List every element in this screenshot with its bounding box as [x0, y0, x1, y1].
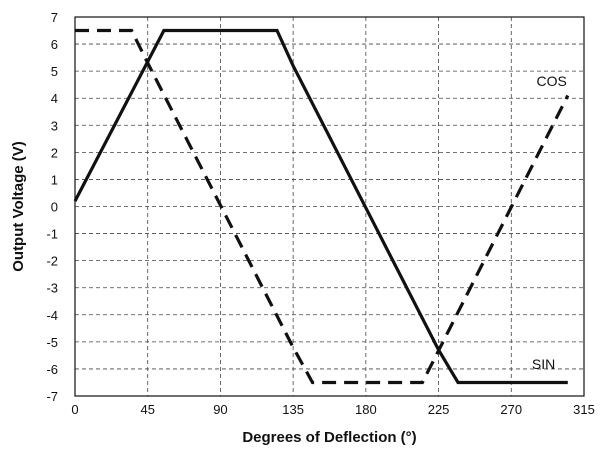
x-tick-label: 315 — [573, 402, 595, 417]
y-tick-label: -6 — [46, 362, 58, 377]
x-axis-title: Degrees of Deflection (°) — [242, 429, 416, 446]
y-tick-label: 7 — [51, 10, 58, 25]
y-tick-label: -1 — [46, 227, 58, 242]
y-tick-label: -2 — [46, 254, 58, 269]
y-tick-label: 5 — [51, 64, 58, 79]
y-axis-title: Output Voltage (V) — [10, 141, 27, 272]
plot-frame — [74, 16, 585, 397]
series-lines — [73, 28, 570, 385]
y-axis-ticks: 7 6 5 4 3 2 1 0 -1 -2 -3 -4 -5 -6 -7 — [46, 10, 58, 404]
y-tick-label: 3 — [51, 118, 58, 133]
x-tick-label: 180 — [355, 402, 377, 417]
cos-series-label: COS — [537, 73, 567, 89]
x-axis-ticks: 0 45 90 135 180 225 270 315 — [71, 402, 594, 417]
x-tick-label: 0 — [71, 402, 78, 417]
y-tick-label: -3 — [46, 281, 58, 296]
cos-series-line — [75, 28, 570, 385]
x-tick-label: 225 — [428, 402, 450, 417]
y-tick-label: 2 — [51, 145, 58, 160]
y-tick-label: -7 — [46, 389, 58, 404]
x-tick-label: 45 — [140, 402, 154, 417]
y-tick-label: 4 — [51, 91, 58, 106]
sin-series-line — [73, 28, 568, 385]
x-tick-label: 90 — [213, 402, 227, 417]
y-tick-label: 0 — [51, 200, 58, 215]
y-tick-label: -4 — [46, 308, 58, 323]
y-tick-label: 1 — [51, 172, 58, 187]
x-tick-label: 135 — [282, 402, 304, 417]
x-tick-label: 270 — [500, 402, 522, 417]
grid-lines — [75, 17, 584, 396]
y-tick-label: 6 — [51, 37, 58, 52]
y-tick-label: -5 — [46, 335, 58, 350]
sin-series-label: SIN — [532, 356, 555, 372]
